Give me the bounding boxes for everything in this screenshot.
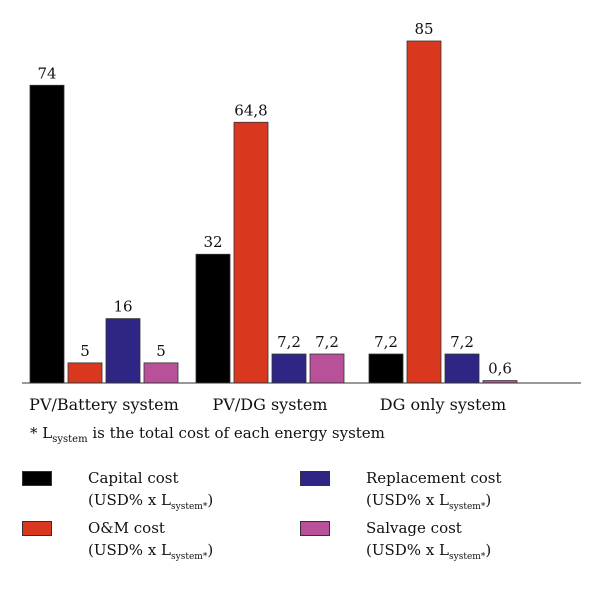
value-label-dg-only-system-salvage-cost: 0,6 (488, 360, 512, 378)
bar-pv-dg-system-salvage-cost (309, 353, 345, 384)
category-label-dg-only-system: DG only system (380, 395, 506, 414)
legend-text-salvage-cost: Salvage cost (USD% x Lsystem*) (366, 517, 491, 568)
bar-pv-battery-system-om-cost (67, 362, 103, 384)
value-label-pv-battery-system-capital-cost: 74 (37, 64, 56, 82)
legend-item-capital-cost: Capital cost (USD% x Lsystem*) (22, 467, 213, 518)
value-label-pv-battery-system-salvage-cost: 5 (156, 342, 166, 360)
legend-swatch-capital-cost (22, 471, 52, 486)
bar-pv-battery-system-replacement-cost (105, 318, 141, 384)
footnote-prefix: * L (30, 424, 53, 442)
value-label-pv-dg-system-salvage-cost: 7,2 (315, 333, 339, 351)
legend-label-capital-cost: Capital cost (88, 469, 179, 487)
legend-unit-replacement-cost: (USD% x Lsystem*) (366, 491, 492, 512)
footnote-sub: system (52, 434, 88, 445)
legend-text-replacement-cost: Replacement cost (USD% x Lsystem*) (366, 467, 502, 518)
legend-unit-capital-cost: (USD% x Lsystem*) (88, 491, 214, 512)
legend-text-om-cost: O&M cost (USD% x Lsystem*) (88, 517, 213, 568)
value-label-pv-battery-system-replacement-cost: 16 (113, 298, 132, 316)
bar-chart: 74 5 16 5 32 64,8 7,2 7,2 7,2 85 7,2 0,6 PV/Battery… (22, 20, 581, 414)
bars-group (29, 40, 518, 384)
legend-item-om-cost: O&M cost (USD% x Lsystem*) (22, 517, 213, 568)
value-label-dg-only-system-replacement-cost: 7,2 (450, 333, 474, 351)
legend-label-replacement-cost: Replacement cost (366, 469, 502, 487)
bar-pv-battery-system-salvage-cost (143, 362, 179, 384)
bar-dg-only-system-replacement-cost (444, 353, 480, 384)
bar-dg-only-system-om-cost (406, 40, 442, 384)
legend-unit-salvage-cost: (USD% x Lsystem*) (366, 541, 492, 562)
bar-pv-dg-system-replacement-cost (271, 353, 307, 384)
value-label-pv-dg-system-replacement-cost: 7,2 (277, 333, 301, 351)
value-label-dg-only-system-capital-cost: 7,2 (374, 333, 398, 351)
value-label-pv-dg-system-om-cost: 64,8 (234, 101, 267, 119)
category-label-pv-dg-system: PV/DG system (213, 395, 328, 414)
legend-unit-om-cost: (USD% x Lsystem*) (88, 541, 214, 562)
legend-swatch-replacement-cost (300, 471, 330, 486)
category-labels-group: PV/Battery system PV/DG system DG only sys… (29, 395, 506, 414)
value-label-pv-battery-system-om-cost: 5 (80, 342, 90, 360)
legend-swatch-om-cost (22, 521, 52, 536)
footnote-suffix: is the total cost of each energy system (87, 424, 385, 442)
bar-dg-only-system-capital-cost (368, 353, 404, 384)
category-label-pv-battery-system: PV/Battery system (29, 395, 179, 414)
legend-text-capital-cost: Capital cost (USD% x Lsystem*) (88, 467, 213, 518)
value-label-pv-dg-system-capital-cost: 32 (203, 233, 222, 251)
legend-label-salvage-cost: Salvage cost (366, 519, 462, 537)
value-label-dg-only-system-om-cost: 85 (414, 20, 433, 38)
legend-label-om-cost: O&M cost (88, 519, 165, 537)
legend-item-replacement-cost: Replacement cost (USD% x Lsystem*) (300, 467, 502, 518)
bar-pv-dg-system-om-cost (233, 121, 269, 384)
value-labels-group: 74 5 16 5 32 64,8 7,2 7,2 7,2 85 7,2 0,6 (37, 20, 511, 378)
footnote: * Lsystem is the total cost of each ener… (30, 424, 385, 445)
bar-pv-battery-system-capital-cost (29, 84, 65, 384)
legend-swatch-salvage-cost (300, 521, 330, 536)
bar-pv-dg-system-capital-cost (195, 253, 231, 384)
legend-item-salvage-cost: Salvage cost (USD% x Lsystem*) (300, 517, 491, 568)
